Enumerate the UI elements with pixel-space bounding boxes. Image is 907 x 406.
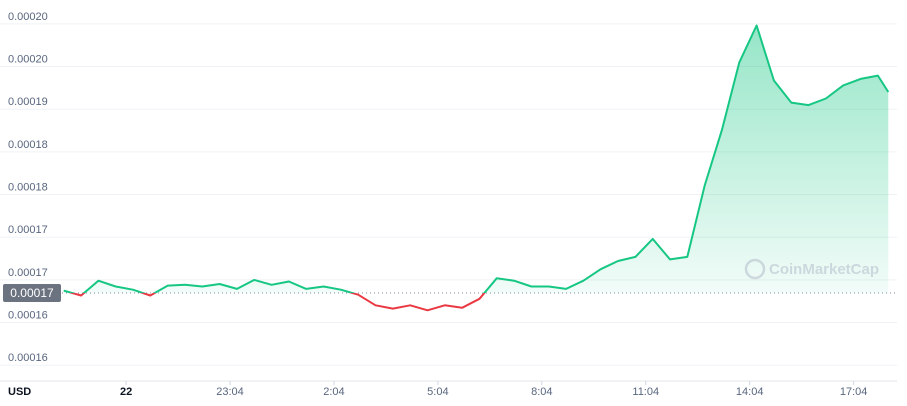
y-tick-label: 0.00020 xyxy=(8,53,48,65)
x-tick-label: 5:04 xyxy=(427,386,448,398)
x-tick-label: 2:04 xyxy=(323,386,344,398)
y-tick-label: 0.00017 xyxy=(8,267,48,279)
y-tick-label: 0.00018 xyxy=(8,139,48,151)
price-area xyxy=(63,25,889,294)
y-tick-label: 0.00016 xyxy=(8,352,48,364)
x-tick-label: 22 xyxy=(120,386,132,398)
reference-label: 0.00017 xyxy=(10,286,54,300)
x-tick-label: 11:04 xyxy=(632,386,659,398)
y-tick-label: 0.00019 xyxy=(8,96,48,108)
y-tick-label: 0.00017 xyxy=(8,224,48,236)
x-tick-label: 8:04 xyxy=(531,386,552,398)
watermark-text: CoinMarketCap xyxy=(769,261,879,278)
price-line-up xyxy=(63,24,890,294)
labels: USD CoinMarketCap 0.00020 0.00020 0.00019 0… xyxy=(3,11,879,398)
reference-badge xyxy=(3,284,61,303)
price-line-down xyxy=(68,293,486,312)
watermark-logo xyxy=(744,258,766,280)
unit-label: USD xyxy=(8,386,31,398)
plot xyxy=(62,24,897,312)
x-tick-label: 17:04 xyxy=(840,386,868,398)
y-tick-label: 0.00016 xyxy=(8,309,48,321)
x-tick-label: 23:04 xyxy=(216,386,244,398)
watermark: CoinMarketCap xyxy=(744,258,879,280)
x-tick-label: 14:04 xyxy=(736,386,764,398)
y-tick-label: 0.00018 xyxy=(8,181,48,193)
y-tick-label: 0.00020 xyxy=(8,11,48,23)
grid xyxy=(0,23,897,385)
